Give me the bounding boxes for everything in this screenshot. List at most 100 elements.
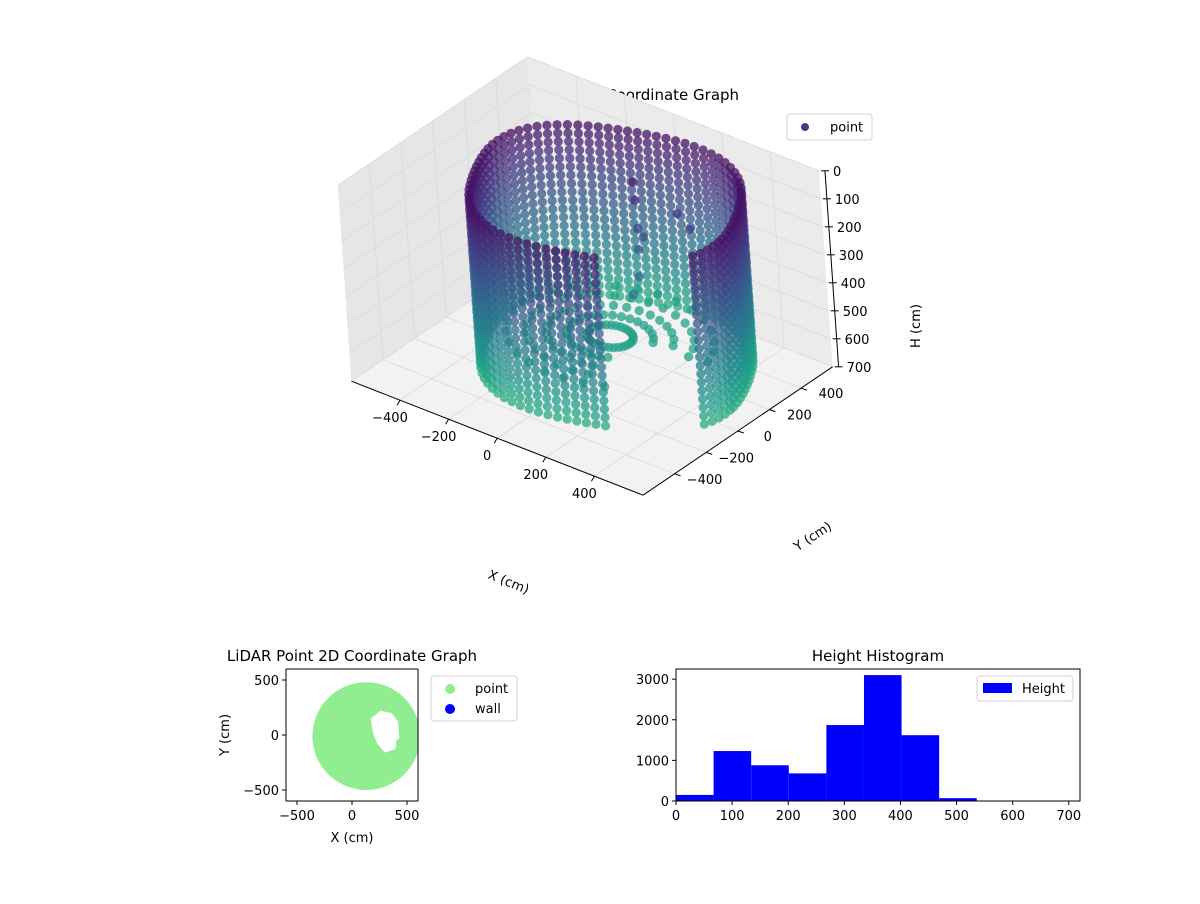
point-3d — [518, 312, 527, 321]
point-3d — [559, 356, 568, 365]
point-3d — [538, 326, 547, 335]
point-3d — [507, 389, 516, 398]
point-3d — [592, 287, 601, 296]
z-tick-label: 0 — [833, 165, 841, 180]
point-3d — [580, 221, 589, 230]
point-3d — [573, 120, 582, 129]
y-tick-label: 3000 — [636, 673, 669, 688]
point-3d — [563, 120, 572, 129]
point-3d — [583, 302, 592, 311]
point-3d — [690, 150, 699, 159]
point-3d — [621, 234, 630, 243]
point-3d — [504, 347, 513, 356]
point-3d — [673, 161, 682, 170]
point-3d — [538, 197, 547, 206]
histogram-bar — [864, 675, 902, 801]
point-3d — [585, 146, 594, 155]
point-3d — [659, 241, 668, 250]
point-3d — [569, 374, 578, 383]
point-3d — [609, 301, 618, 310]
chart-3d-legend-label: point — [830, 121, 863, 136]
point-3d — [498, 254, 507, 263]
point-3d — [553, 412, 562, 421]
point-3d — [631, 236, 640, 245]
point-3d — [647, 197, 656, 206]
point-3d — [536, 301, 545, 310]
point-3d — [551, 247, 560, 256]
point-3d — [600, 405, 609, 414]
point-3d — [665, 193, 674, 202]
point-3d — [672, 209, 681, 218]
point-3d — [696, 361, 705, 370]
point-3d — [535, 284, 544, 293]
point-3d — [516, 401, 525, 410]
point-3d — [544, 146, 553, 155]
point-3d — [620, 217, 629, 226]
point-3d — [555, 305, 564, 314]
point-3d — [598, 371, 607, 380]
point-3d — [542, 253, 551, 262]
point-3d — [506, 258, 515, 267]
y-tick-label: 0 — [661, 795, 669, 810]
point-3d — [594, 321, 603, 330]
point-3d — [502, 313, 511, 322]
point-3d — [580, 213, 589, 222]
point-3d — [614, 133, 623, 142]
point-3d — [496, 238, 505, 247]
point-3d — [540, 360, 549, 369]
point-3d — [675, 187, 684, 196]
point-3d — [578, 359, 587, 368]
point-3d — [562, 406, 571, 415]
point-3d — [562, 274, 571, 283]
point-3d — [530, 216, 539, 225]
point-3d — [635, 306, 644, 315]
point-3d — [569, 212, 578, 221]
point-3d — [672, 153, 681, 162]
chart-3d-xlabel: X (cm) — [486, 568, 531, 598]
point-3d — [566, 162, 575, 171]
point-3d — [571, 259, 580, 268]
point-3d — [564, 137, 573, 146]
point-3d — [588, 369, 597, 378]
point-3d — [574, 301, 583, 310]
chart-2d-legend-label-wall: wall — [475, 702, 501, 717]
point-3d — [533, 130, 542, 139]
point-3d — [699, 411, 708, 420]
point-3d — [659, 304, 668, 313]
point-3d — [637, 187, 646, 196]
point-3d — [586, 336, 595, 345]
x-tick-label: −500 — [279, 809, 315, 824]
point-3d — [611, 281, 620, 290]
point-3d — [587, 172, 596, 181]
point-3d — [567, 179, 576, 188]
point-3d — [662, 142, 671, 151]
point-3d — [506, 380, 515, 389]
point-3d — [649, 231, 658, 240]
point-3d — [511, 334, 520, 343]
x-tick-label: 300 — [832, 809, 857, 824]
point-3d — [545, 163, 554, 172]
point-3d — [520, 201, 529, 210]
point-3d — [533, 259, 542, 268]
point-3d — [644, 163, 653, 172]
point-3d — [682, 164, 691, 173]
point-3d — [518, 176, 527, 185]
point-3d — [545, 154, 554, 163]
chart-3d-legend-marker — [801, 123, 809, 131]
point-3d — [581, 269, 590, 278]
point-3d — [635, 272, 644, 281]
point-3d — [625, 160, 634, 169]
point-3d — [534, 407, 543, 416]
point-3d — [527, 307, 536, 316]
point-3d — [515, 384, 524, 393]
point-3d — [601, 231, 610, 240]
point-3d — [662, 275, 671, 284]
point-3d — [598, 181, 607, 190]
point-3d — [591, 279, 600, 288]
x-tick — [397, 400, 400, 405]
point-3d — [568, 196, 577, 205]
point-3d — [612, 250, 621, 259]
point-3d — [619, 201, 628, 210]
y-tick-label: 200 — [787, 409, 812, 424]
